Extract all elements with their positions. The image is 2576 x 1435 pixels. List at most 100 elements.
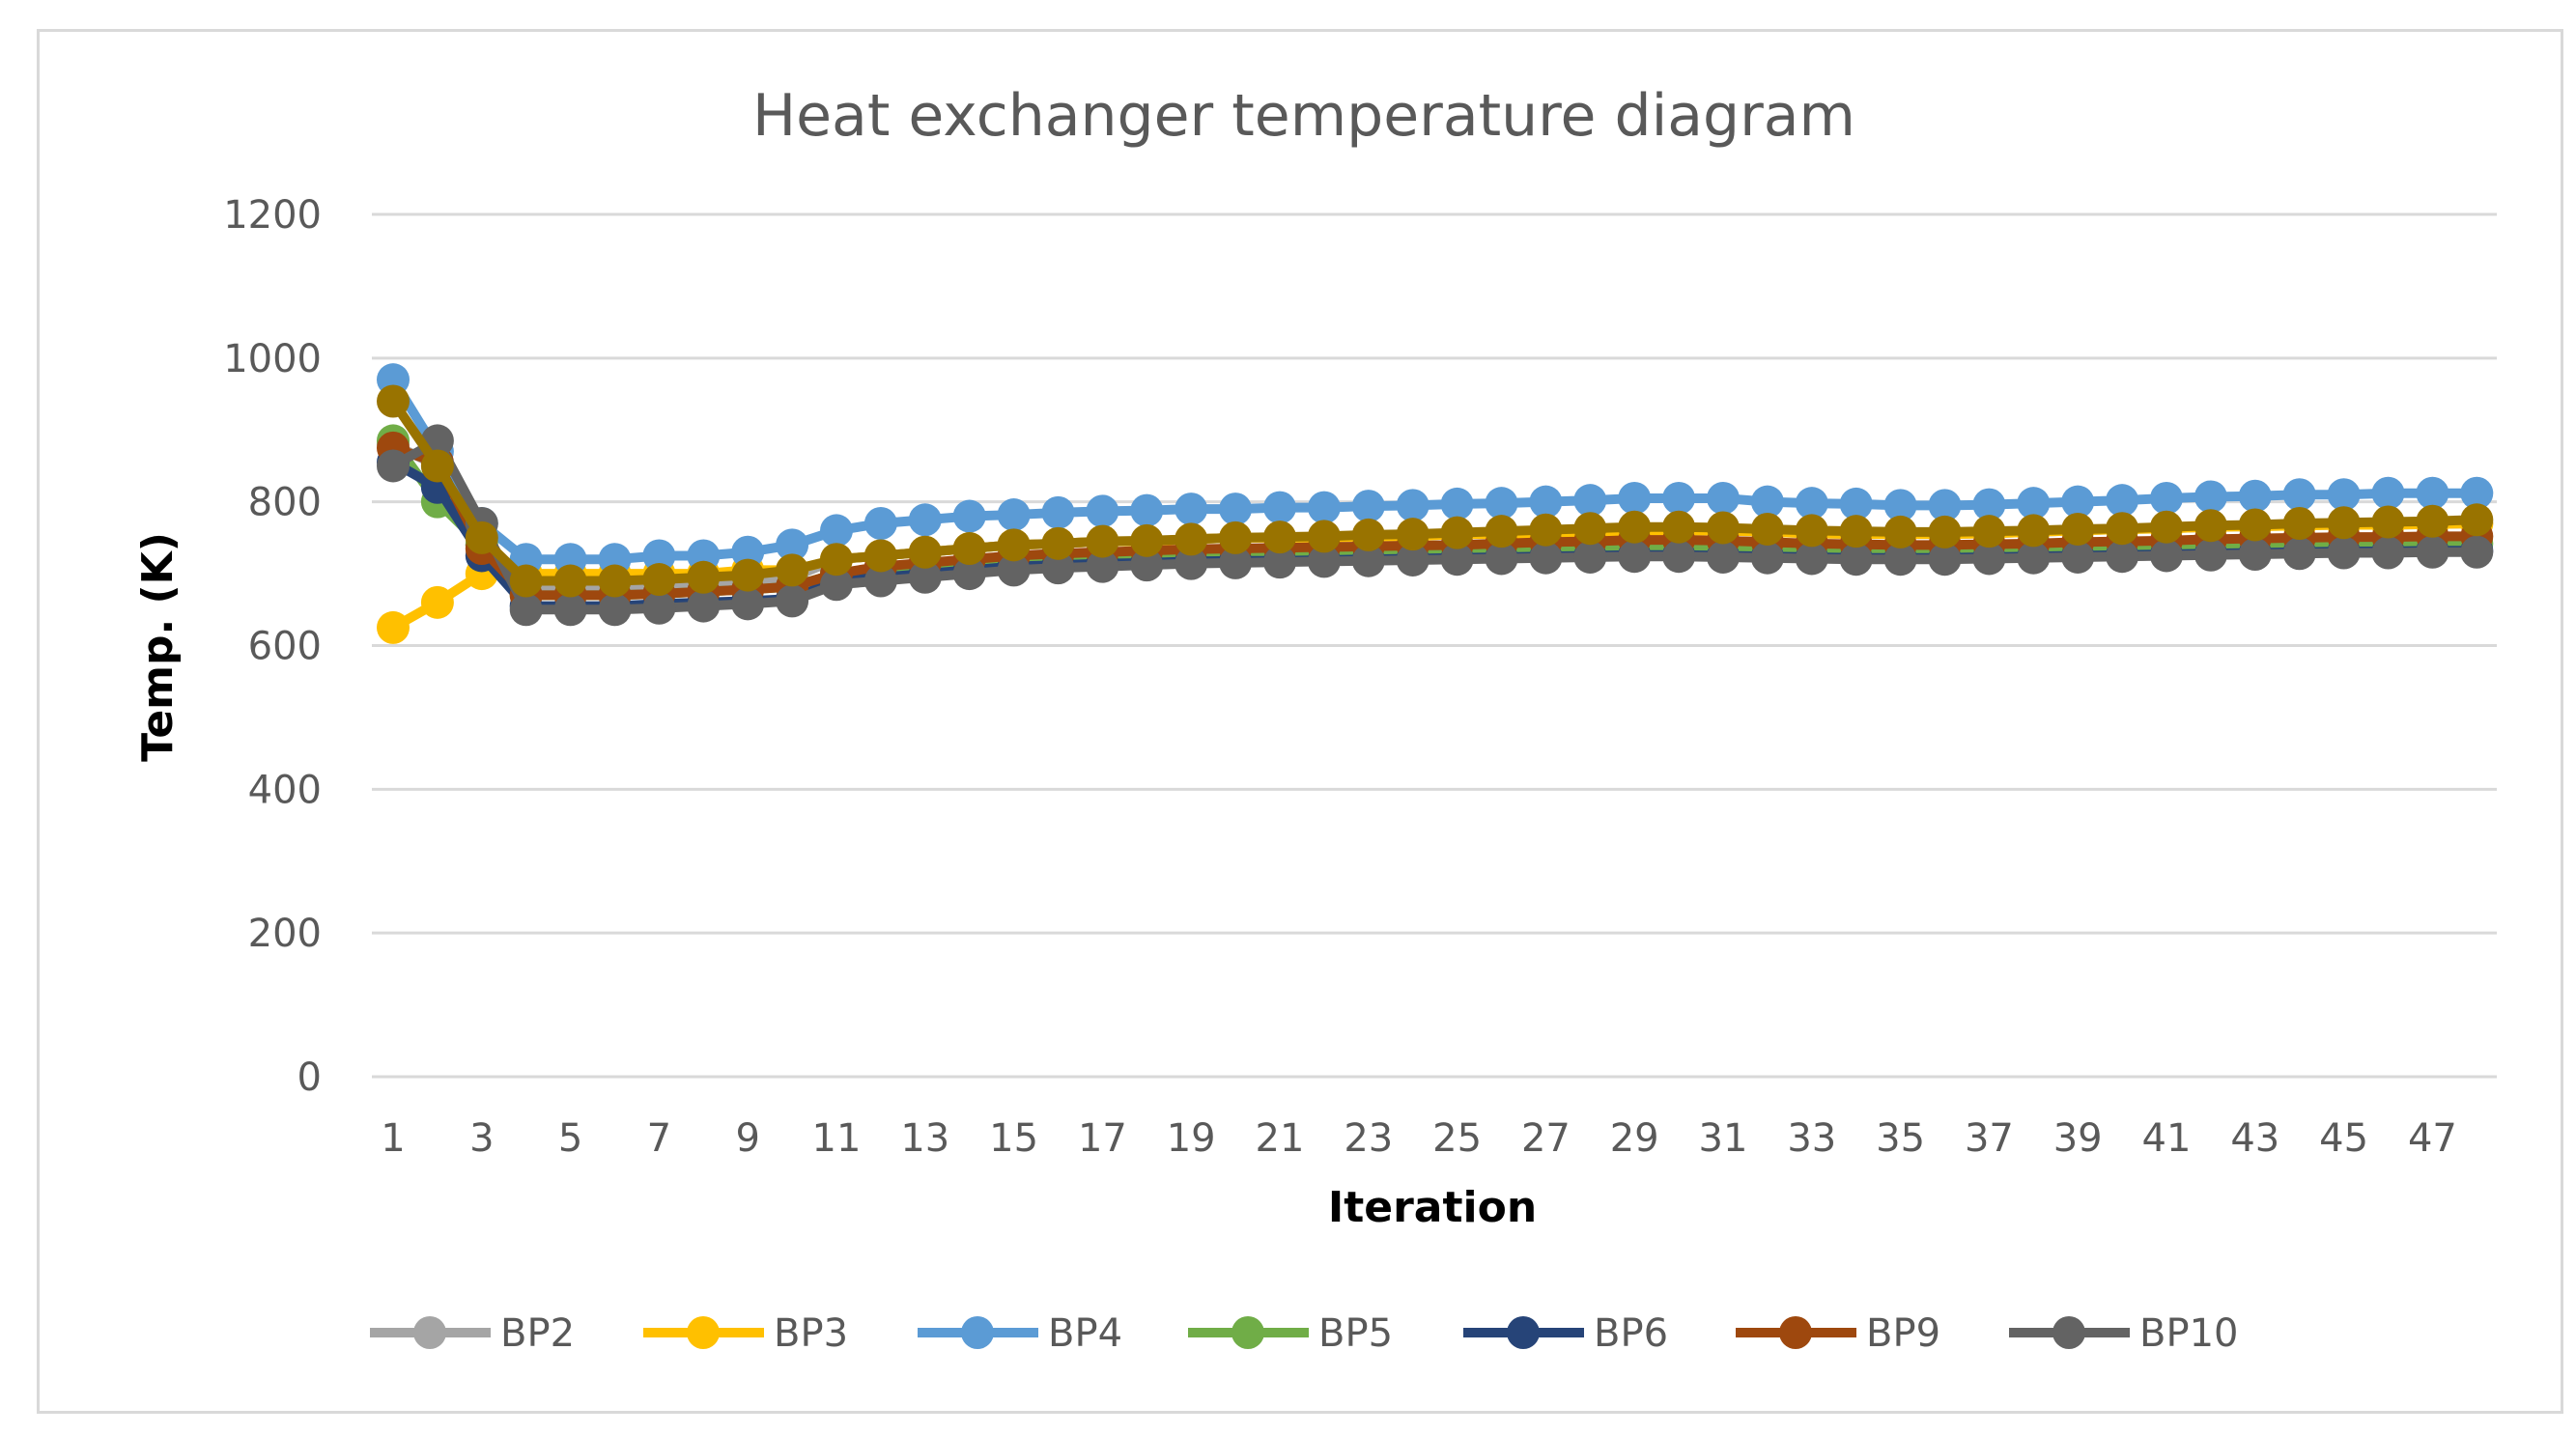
data-point — [1618, 481, 1652, 515]
legend-marker — [413, 1316, 446, 1349]
data-point — [2194, 538, 2227, 572]
chart-title: Heat exchanger temperature diagram — [752, 82, 1855, 150]
data-point — [642, 539, 676, 573]
x-tick-label: 13 — [900, 1116, 949, 1161]
data-point — [687, 589, 721, 623]
x-tick-label: 39 — [2053, 1116, 2103, 1161]
legend-marker — [1231, 1316, 1264, 1349]
data-point — [598, 593, 632, 627]
x-tick-label: 25 — [1432, 1116, 1482, 1161]
data-point — [2460, 476, 2494, 510]
data-point — [2017, 514, 2051, 548]
data-point — [1351, 518, 1385, 551]
data-point — [1351, 490, 1385, 523]
data-point — [1928, 543, 1962, 577]
series-bp10 — [377, 424, 2494, 627]
data-point — [908, 535, 942, 569]
x-tick-label: 17 — [1078, 1116, 1127, 1161]
data-point — [1662, 510, 1696, 544]
data-point — [731, 587, 765, 621]
data-point — [1396, 518, 1430, 551]
y-tick-label: 600 — [248, 625, 322, 669]
data-point — [2460, 503, 2494, 537]
chart-frame — [37, 29, 2563, 1414]
data-point — [1707, 481, 1740, 515]
data-point — [2371, 536, 2405, 570]
data-point — [2282, 478, 2316, 512]
y-tick-label: 0 — [297, 1055, 322, 1100]
x-tick-label: 15 — [989, 1116, 1038, 1161]
y-axis-ticks: 0 200 400 600 800 1000 1200 — [223, 193, 322, 1100]
gridlines — [372, 212, 2497, 1079]
legend-marker — [1507, 1316, 1540, 1349]
data-point — [1086, 549, 1119, 583]
data-point — [1307, 520, 1341, 553]
data-point — [1750, 512, 1784, 546]
x-tick-label: 5 — [558, 1116, 582, 1161]
data-point — [1440, 516, 1474, 549]
data-point — [687, 560, 721, 594]
data-point — [2282, 506, 2316, 540]
data-point — [1618, 540, 1652, 574]
data-point — [1175, 547, 1208, 580]
data-point — [1041, 551, 1075, 585]
data-point — [1307, 491, 1341, 524]
data-point — [2327, 536, 2361, 570]
data-point — [863, 539, 897, 573]
x-tick-label: 11 — [812, 1116, 862, 1161]
data-point — [1529, 513, 1563, 547]
data-point — [1041, 526, 1075, 560]
data-point — [1795, 542, 1828, 576]
data-point — [2460, 535, 2494, 569]
data-point — [465, 521, 498, 554]
legend-label: BP9 — [1866, 1311, 1940, 1356]
y-tick-label: 1200 — [223, 193, 322, 238]
data-point — [1219, 546, 1253, 579]
data-point — [1839, 487, 1873, 521]
data-point — [2371, 476, 2405, 510]
data-point — [1263, 546, 1296, 579]
legend-label: BP6 — [1594, 1311, 1668, 1356]
data-point — [2150, 510, 2183, 544]
x-tick-label: 21 — [1256, 1116, 1305, 1161]
data-point — [1707, 511, 1740, 545]
data-point — [1130, 523, 1164, 557]
x-tick-label: 31 — [1699, 1116, 1748, 1161]
y-tick-label: 1000 — [223, 337, 322, 381]
data-point — [1130, 549, 1164, 582]
data-point — [2150, 539, 2183, 573]
data-point — [1662, 481, 1696, 515]
data-point — [863, 564, 897, 598]
data-point — [1972, 542, 2006, 576]
data-point — [2238, 479, 2272, 513]
data-point — [2238, 537, 2272, 571]
legend-item-bp6: BP6 — [1463, 1311, 1668, 1356]
data-point — [1219, 521, 1253, 554]
legend-marker — [1779, 1316, 1812, 1349]
legend-item-bp9: BP9 — [1736, 1311, 1940, 1356]
data-point — [1883, 489, 1917, 522]
data-point — [377, 449, 410, 483]
data-point — [1485, 542, 1518, 576]
data-point — [1839, 515, 1873, 549]
data-point — [1618, 510, 1652, 544]
data-point — [776, 553, 809, 587]
data-point — [1041, 495, 1075, 529]
x-tick-label: 41 — [2142, 1116, 2192, 1161]
x-tick-label: 29 — [1610, 1116, 1659, 1161]
data-point — [997, 528, 1031, 562]
data-point — [2327, 478, 2361, 512]
data-point — [776, 584, 809, 618]
data-point — [1307, 545, 1341, 578]
data-point — [2106, 540, 2139, 574]
data-point — [908, 503, 942, 537]
data-point — [1440, 543, 1474, 577]
data-point — [1485, 487, 1518, 521]
data-point — [1086, 524, 1119, 558]
data-point — [820, 568, 853, 602]
x-tick-label: 19 — [1167, 1116, 1216, 1161]
y-tick-label: 800 — [248, 481, 322, 525]
data-point — [1707, 540, 1740, 574]
y-tick-label: 400 — [248, 768, 322, 812]
